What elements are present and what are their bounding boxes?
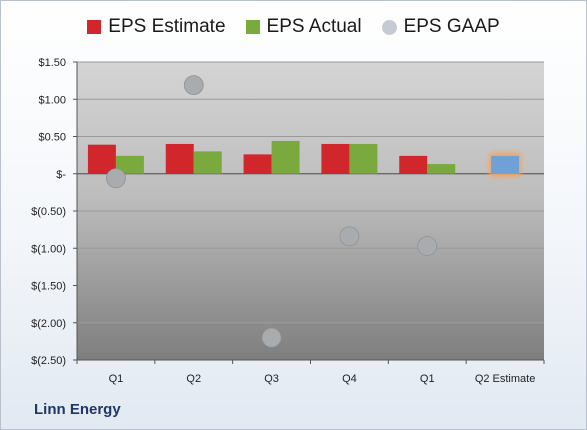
bar-eps-estimate — [165, 143, 194, 174]
x-tick-label: Q4 — [342, 373, 357, 385]
legend-swatch-eps-gaap — [381, 19, 397, 35]
x-tick-label: Q1 — [420, 373, 435, 385]
legend-swatch-eps-estimate — [87, 20, 102, 34]
y-tick-label: $0.50 — [38, 132, 66, 144]
y-tick-label: $(0.50) — [31, 206, 66, 218]
bar-eps-estimate — [87, 144, 116, 174]
legend-label-eps-estimate: EPS Estimate — [108, 16, 226, 37]
legend-item-eps-actual: EPS Actual — [245, 16, 362, 38]
x-tick-label: Q2 — [186, 373, 201, 385]
x-tick-label: Q2 Estimate — [475, 373, 536, 385]
bar-eps-actual — [427, 164, 456, 174]
legend-item-eps-estimate: EPS Estimate — [87, 16, 226, 38]
bar-eps-actual — [349, 143, 378, 174]
y-tick-label: $(2.00) — [31, 318, 66, 330]
point-eps-gaap — [183, 75, 204, 95]
x-tick-label: Q3 — [264, 373, 279, 385]
bar-q2-estimate — [491, 155, 520, 174]
legend-label-eps-actual: EPS Actual — [266, 16, 362, 37]
bar-eps-actual — [271, 140, 300, 174]
bar-eps-actual — [193, 151, 222, 174]
y-tick-label: $- — [56, 169, 66, 181]
legend-label-eps-gaap: EPS GAAP — [403, 16, 500, 37]
y-tick-label: $1.00 — [38, 94, 66, 106]
legend-swatch-eps-actual — [245, 20, 260, 34]
point-eps-gaap — [106, 168, 126, 189]
legend-item-eps-gaap: EPS GAAP — [381, 16, 500, 38]
y-tick-label: $(2.50) — [31, 355, 66, 367]
bar-eps-estimate — [399, 155, 428, 174]
point-eps-gaap — [417, 236, 438, 256]
company-name: Linn Energy — [34, 401, 121, 418]
bar-eps-actual — [115, 155, 144, 174]
point-eps-gaap — [261, 327, 282, 348]
y-tick-label: $(1.00) — [31, 243, 66, 255]
y-tick-label: $(1.50) — [31, 281, 66, 293]
x-tick-label: Q1 — [109, 373, 124, 385]
bar-eps-estimate — [243, 154, 272, 174]
bar-eps-estimate — [321, 143, 350, 174]
chart-legend: EPS Estimate EPS Actual EPS GAAP — [0, 16, 587, 38]
point-eps-gaap — [339, 226, 360, 247]
y-tick-label: $1.50 — [38, 57, 66, 69]
